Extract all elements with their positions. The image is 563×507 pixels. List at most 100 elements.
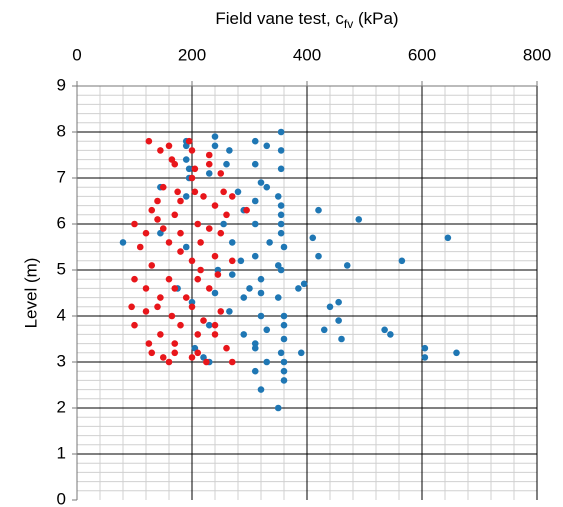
point [257, 275, 265, 283]
point [257, 312, 265, 320]
point [165, 142, 173, 150]
point [220, 220, 227, 228]
y-tick-label: 5 [57, 259, 66, 278]
point [240, 331, 248, 338]
point [205, 285, 213, 292]
point [171, 349, 179, 357]
point [185, 137, 193, 145]
point [326, 303, 334, 311]
point [119, 239, 127, 246]
point [145, 340, 153, 347]
point [421, 354, 429, 361]
point [174, 188, 181, 196]
point [220, 188, 227, 196]
point [171, 340, 179, 347]
point [237, 257, 245, 265]
point [165, 239, 173, 246]
point [398, 257, 406, 265]
point [131, 220, 138, 228]
point [320, 326, 328, 334]
x-tick-label: 800 [523, 45, 551, 64]
point [335, 317, 342, 324]
point [154, 303, 161, 311]
point [142, 285, 150, 292]
point [228, 358, 236, 366]
x-tick-label: 200 [178, 45, 206, 64]
point [263, 358, 271, 366]
point [168, 312, 176, 320]
point [171, 211, 179, 219]
point [214, 271, 222, 278]
point [280, 377, 288, 384]
point [131, 321, 138, 329]
point [277, 128, 285, 136]
point [274, 193, 282, 200]
point [159, 183, 167, 191]
point [177, 229, 184, 237]
point [177, 197, 184, 205]
point [280, 367, 288, 375]
x-tick-label: 600 [408, 45, 436, 64]
point [197, 239, 204, 246]
point [159, 225, 167, 232]
point [251, 160, 259, 168]
point [277, 220, 285, 228]
point [157, 294, 164, 301]
point [295, 285, 302, 292]
point [185, 165, 193, 173]
y-tick-label: 4 [57, 305, 66, 324]
point [171, 285, 179, 292]
point [194, 220, 202, 228]
point [277, 211, 285, 219]
point [217, 170, 225, 177]
point [182, 193, 190, 200]
point [280, 312, 288, 320]
point [159, 354, 167, 361]
point [335, 298, 342, 306]
point [188, 354, 196, 361]
point [251, 344, 259, 352]
point [194, 349, 202, 357]
point [338, 335, 345, 343]
point [246, 285, 253, 292]
point [191, 188, 199, 196]
point [194, 275, 202, 283]
point [205, 321, 213, 329]
point [277, 229, 285, 237]
point [188, 298, 196, 306]
point [205, 160, 213, 168]
point [277, 266, 285, 274]
y-tick-label: 7 [57, 167, 66, 186]
x-axis-title-sub: fv [344, 17, 353, 31]
point [128, 303, 135, 311]
point [343, 262, 351, 269]
point [387, 331, 394, 338]
point [277, 147, 285, 154]
point [211, 133, 219, 140]
point [277, 349, 285, 357]
y-tick-label: 0 [57, 489, 66, 507]
y-tick-label: 2 [57, 397, 66, 416]
point [197, 266, 204, 274]
point [177, 248, 184, 255]
x-tick-label: 400 [293, 45, 321, 64]
point [211, 142, 219, 150]
point [188, 257, 196, 265]
point [148, 206, 156, 214]
point [157, 331, 164, 338]
point [257, 179, 265, 186]
point [251, 137, 259, 145]
point [217, 229, 225, 237]
point [251, 197, 259, 205]
point [251, 367, 259, 375]
point [228, 239, 236, 246]
y-axis-title: Level (m) [21, 258, 40, 329]
point [257, 386, 265, 393]
point [263, 142, 271, 150]
point [214, 266, 222, 274]
point [205, 170, 213, 177]
x-tick-label: 0 [72, 45, 81, 64]
point [205, 225, 213, 232]
point [171, 160, 179, 168]
